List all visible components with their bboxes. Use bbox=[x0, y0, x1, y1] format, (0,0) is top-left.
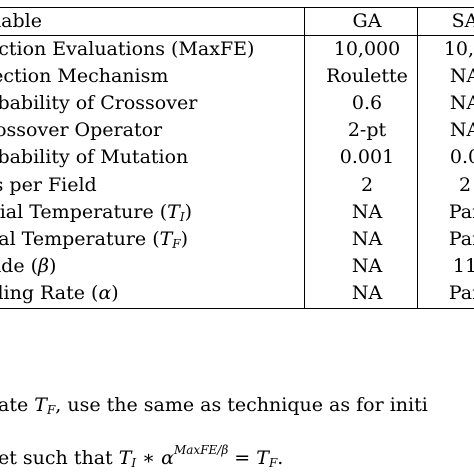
math-symbol: β bbox=[38, 255, 50, 277]
row-variable: rossover Operator bbox=[0, 119, 163, 141]
math-operator: = bbox=[228, 447, 257, 469]
row-variable: ride (β) bbox=[0, 253, 56, 280]
table-row: itial Temperature (TI) NA Par bbox=[0, 199, 474, 226]
row-sa-value: Par bbox=[448, 228, 474, 250]
row-ga-value: 10,000 bbox=[333, 38, 401, 60]
row-ga-value: NA bbox=[351, 255, 383, 277]
note-text: et such that bbox=[0, 447, 119, 469]
row-variable: obability of Mutation bbox=[0, 146, 189, 168]
math-symbol: α bbox=[161, 447, 174, 469]
table-row: obability of Mutation 0.001 0.0 bbox=[0, 144, 474, 171]
table-row: lection Mechanism Roulette NA bbox=[0, 63, 474, 90]
table-row: ride (β) NA 11 bbox=[0, 253, 474, 280]
table-top-rule bbox=[0, 7, 474, 8]
row-variable-text: oling Rate ( bbox=[0, 282, 99, 304]
note-text: . bbox=[277, 447, 284, 469]
math-subscript: F bbox=[172, 237, 181, 251]
row-sa-value: 0.0 bbox=[449, 146, 474, 168]
table-row: rossover Operator 2-pt NA bbox=[0, 117, 474, 144]
row-variable-close: ) bbox=[180, 228, 189, 250]
row-variable: itial Temperature (TI) bbox=[0, 199, 192, 226]
header-variable: riable bbox=[0, 10, 42, 32]
row-variable: nction Evaluations (MaxFE) bbox=[0, 38, 255, 60]
note-text: ate bbox=[0, 394, 35, 416]
row-variable: nal Temperature (TF) bbox=[0, 226, 188, 253]
row-ga-value: 2 bbox=[360, 174, 374, 196]
row-ga-value: NA bbox=[351, 282, 383, 304]
row-ga-value: 0.001 bbox=[339, 146, 395, 168]
table-row: nction Evaluations (MaxFE) 10,000 10,0 bbox=[0, 36, 474, 63]
row-variable: lection Mechanism bbox=[0, 65, 169, 87]
math-symbol: T bbox=[118, 447, 132, 469]
math-symbol: T bbox=[34, 394, 47, 416]
row-ga-value: NA bbox=[351, 201, 383, 223]
note-text: , use the same as technique as for initi bbox=[55, 394, 428, 416]
row-variable: oling Rate (α) bbox=[0, 280, 119, 307]
table-row: obability of Crossover 0.6 NA bbox=[0, 90, 474, 117]
row-sa-value: NA bbox=[449, 92, 474, 114]
math-symbol: T bbox=[256, 447, 269, 469]
math-exponent: MaxFE/β bbox=[173, 443, 229, 457]
math-operator: ∗ bbox=[136, 447, 162, 469]
table-row: nal Temperature (TF) NA Par bbox=[0, 226, 474, 253]
row-variable-text: nal Temperature ( bbox=[0, 228, 160, 250]
table-column-divider-1 bbox=[304, 7, 305, 309]
row-sa-value: 11 bbox=[452, 255, 474, 277]
row-variable-text: ride ( bbox=[0, 255, 39, 277]
math-subscript: F bbox=[268, 456, 278, 470]
table-row: ts per Field 2 2 bbox=[0, 172, 474, 199]
math-subscript: I bbox=[179, 210, 185, 224]
math-symbol: T bbox=[159, 228, 173, 250]
row-sa-value: Par bbox=[448, 201, 474, 223]
table-header-rule bbox=[0, 35, 474, 36]
table-row: oling Rate (α) NA Par bbox=[0, 280, 474, 307]
row-ga-value: Roulette bbox=[326, 65, 408, 87]
table-column-divider-2 bbox=[417, 7, 418, 309]
row-variable-close: ) bbox=[111, 282, 119, 304]
math-symbol: T bbox=[167, 201, 180, 223]
row-variable-text: itial Temperature ( bbox=[0, 201, 168, 223]
row-variable-close: ) bbox=[184, 201, 193, 223]
row-variable-close: ) bbox=[49, 255, 57, 277]
row-sa-value: 2 bbox=[458, 174, 472, 196]
math-symbol: α bbox=[98, 282, 112, 304]
row-ga-value: 0.6 bbox=[351, 92, 383, 114]
math-subscript: F bbox=[46, 403, 56, 417]
row-ga-value: NA bbox=[351, 228, 383, 250]
math-subscript: I bbox=[131, 456, 137, 470]
row-sa-value: NA bbox=[449, 65, 474, 87]
row-sa-value: NA bbox=[449, 119, 474, 141]
row-variable: obability of Crossover bbox=[0, 92, 198, 114]
note-line-2: et such that TI ∗ αMaxFE/β = TF. bbox=[0, 438, 283, 474]
header-ga: GA bbox=[352, 10, 382, 32]
header-sa: SA bbox=[451, 10, 474, 32]
row-sa-value: Par bbox=[448, 282, 474, 304]
row-sa-value: 10,0 bbox=[443, 38, 474, 60]
row-variable: ts per Field bbox=[0, 174, 97, 196]
table-bottom-rule bbox=[0, 308, 474, 309]
row-ga-value: 2-pt bbox=[347, 119, 387, 141]
note-line-1: ate TF, use the same as technique as for… bbox=[0, 393, 428, 422]
table-header-row: riable GA SA bbox=[0, 8, 474, 35]
